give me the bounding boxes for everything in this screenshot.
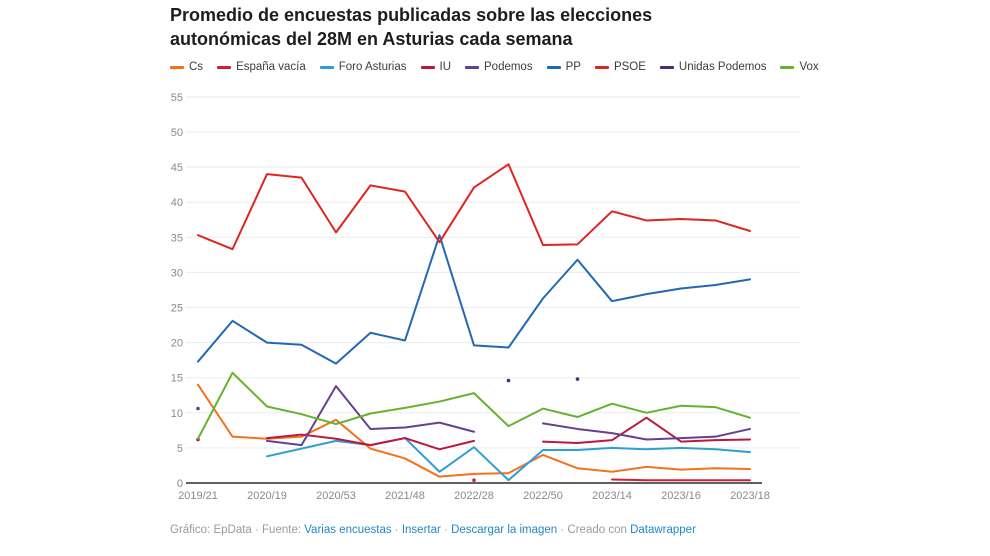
y-axis-tick-label: 35 <box>171 232 183 244</box>
legend-label: IU <box>439 61 452 73</box>
legend-swatch-icon <box>594 65 609 69</box>
data-point-unidas-podemos <box>506 378 511 383</box>
footer-text: · <box>391 524 402 536</box>
x-axis-tick-label: 2021/48 <box>385 490 425 502</box>
legend-swatch-icon <box>420 65 435 69</box>
footer-link-varias-encuestas[interactable]: Varias encuestas <box>304 524 392 536</box>
legend-label: Podemos <box>484 61 533 73</box>
legend-label: Unidas Podemos <box>678 61 767 73</box>
chart-footer: Gráfico: EpData · Fuente: Varias encuest… <box>170 524 696 536</box>
y-axis-tick-label: 30 <box>171 267 183 279</box>
legend-label: Vox <box>799 61 819 73</box>
data-point-podemos <box>196 406 200 411</box>
y-axis-tick-label: 45 <box>171 162 183 174</box>
footer-link-insertar[interactable]: Insertar <box>401 524 441 536</box>
x-axis-tick-label: 2022/50 <box>523 490 563 502</box>
chart-legend: Cs España vacía Foro Asturias IU Podemos PP PS… <box>170 61 819 73</box>
line-espana-vacia <box>611 478 751 482</box>
footer-text: Gráfico: EpData · Fuente: <box>170 524 305 536</box>
chart-title: Promedio de encuestas publicadas sobre l… <box>170 5 653 49</box>
line-pp <box>197 234 751 365</box>
x-axis-tick-label: 2023/16 <box>661 490 701 502</box>
legend-item-vox: Vox <box>780 61 819 73</box>
legend-swatch-icon <box>546 65 561 69</box>
legend-item-psoe: PSOE <box>594 61 646 73</box>
data-point-unidas-podemos <box>575 377 580 381</box>
line-vox <box>197 371 751 440</box>
legend-swatch-icon <box>780 65 795 69</box>
line-iu <box>266 433 475 451</box>
line-cs <box>197 383 751 478</box>
y-axis-tick-label: 25 <box>171 303 183 315</box>
x-axis-tick-label: 2019/21 <box>178 490 218 502</box>
legend-item-unidas-podemos: Unidas Podemos <box>659 61 767 73</box>
line-foro-asturias <box>266 437 751 482</box>
line-podemos <box>266 385 475 447</box>
y-axis-tick-label: 40 <box>171 197 183 209</box>
y-axis-tick-label: 0 <box>177 478 183 490</box>
y-axis-tick-label: 5 <box>177 443 183 455</box>
x-axis-tick-label: 2020/53 <box>316 490 356 502</box>
legend-item-espana-vacia: España vacía <box>217 61 306 73</box>
footer-text: · <box>440 524 452 536</box>
legend-swatch-icon <box>217 65 232 69</box>
line-podemos <box>542 422 751 441</box>
legend-swatch-icon <box>659 65 674 69</box>
y-axis-tick-label: 20 <box>171 338 183 350</box>
legend-label: Cs <box>189 61 204 73</box>
line-psoe <box>197 163 751 251</box>
x-axis-tick-label: 2022/28 <box>454 490 494 502</box>
legend-swatch-icon <box>170 65 184 69</box>
legend-label: PSOE <box>613 61 646 73</box>
legend-label: PP <box>565 61 581 73</box>
footer-link-descargar-la-imagen[interactable]: Descargar la imagen <box>451 524 558 536</box>
legend-item-cs: Cs <box>170 61 203 73</box>
legend-swatch-icon <box>319 65 334 69</box>
y-axis-tick-label: 15 <box>171 373 183 385</box>
footer-text: · Creado con <box>557 524 631 536</box>
footer-link-datawrapper[interactable]: Datawrapper <box>630 524 696 536</box>
legend-item-pp: PP <box>546 61 581 73</box>
legend-swatch-icon <box>465 65 479 69</box>
y-axis-tick-label: 55 <box>171 92 183 104</box>
legend-item-podemos: Podemos <box>465 61 533 73</box>
legend-label: España vacía <box>236 61 306 73</box>
line-iu <box>542 416 751 444</box>
legend-label: Foro Asturias <box>338 61 407 73</box>
data-point-espana-vacia <box>472 478 476 482</box>
y-axis-tick-label: 10 <box>171 408 183 420</box>
x-axis-tick-label: 2020/19 <box>247 490 287 502</box>
x-axis-tick-label: 2023/18 <box>730 490 770 502</box>
legend-item-iu: IU <box>420 61 452 73</box>
y-axis-tick-label: 50 <box>171 127 183 139</box>
x-axis-tick-label: 2023/14 <box>592 490 632 502</box>
legend-item-foro-asturias: Foro Asturias <box>319 61 407 73</box>
